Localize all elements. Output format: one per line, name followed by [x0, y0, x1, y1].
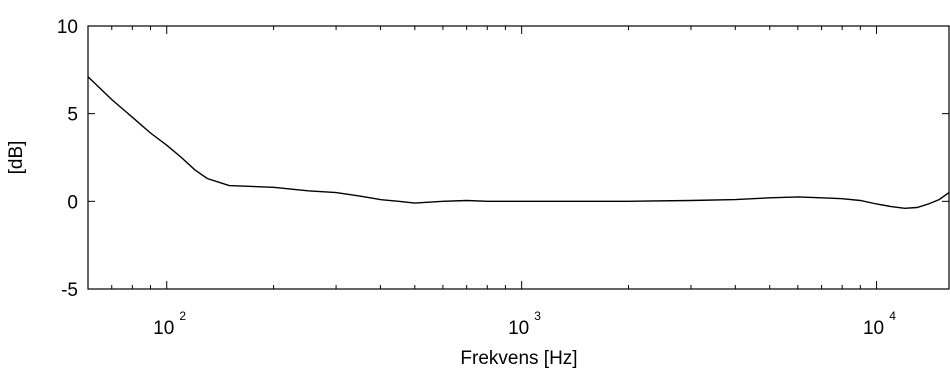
x-tick-exponent: 4	[889, 309, 896, 323]
x-axis-label: Frekvens [Hz]	[460, 348, 577, 369]
x-tick-exponent: 2	[179, 309, 186, 323]
y-tick-label: 10	[57, 17, 78, 38]
minor-ticks	[111, 26, 861, 289]
series-line	[87, 76, 950, 210]
x-tick-label: 10	[863, 318, 884, 339]
y-axis-label: [dB]	[6, 141, 27, 175]
plot-area-frame	[87, 25, 950, 290]
x-axis-ticks: 10 2 10 3 10 4	[153, 26, 896, 339]
y-tick-label: 5	[67, 105, 78, 126]
y-tick-label: -5	[61, 280, 78, 301]
x-tick-label: 10	[508, 318, 529, 339]
x-tick-label: 10	[153, 318, 174, 339]
x-tick-exponent: 3	[534, 309, 541, 323]
y-axis-ticks: 10 5 0 -5	[57, 17, 949, 301]
y-tick-label: 0	[67, 192, 78, 213]
